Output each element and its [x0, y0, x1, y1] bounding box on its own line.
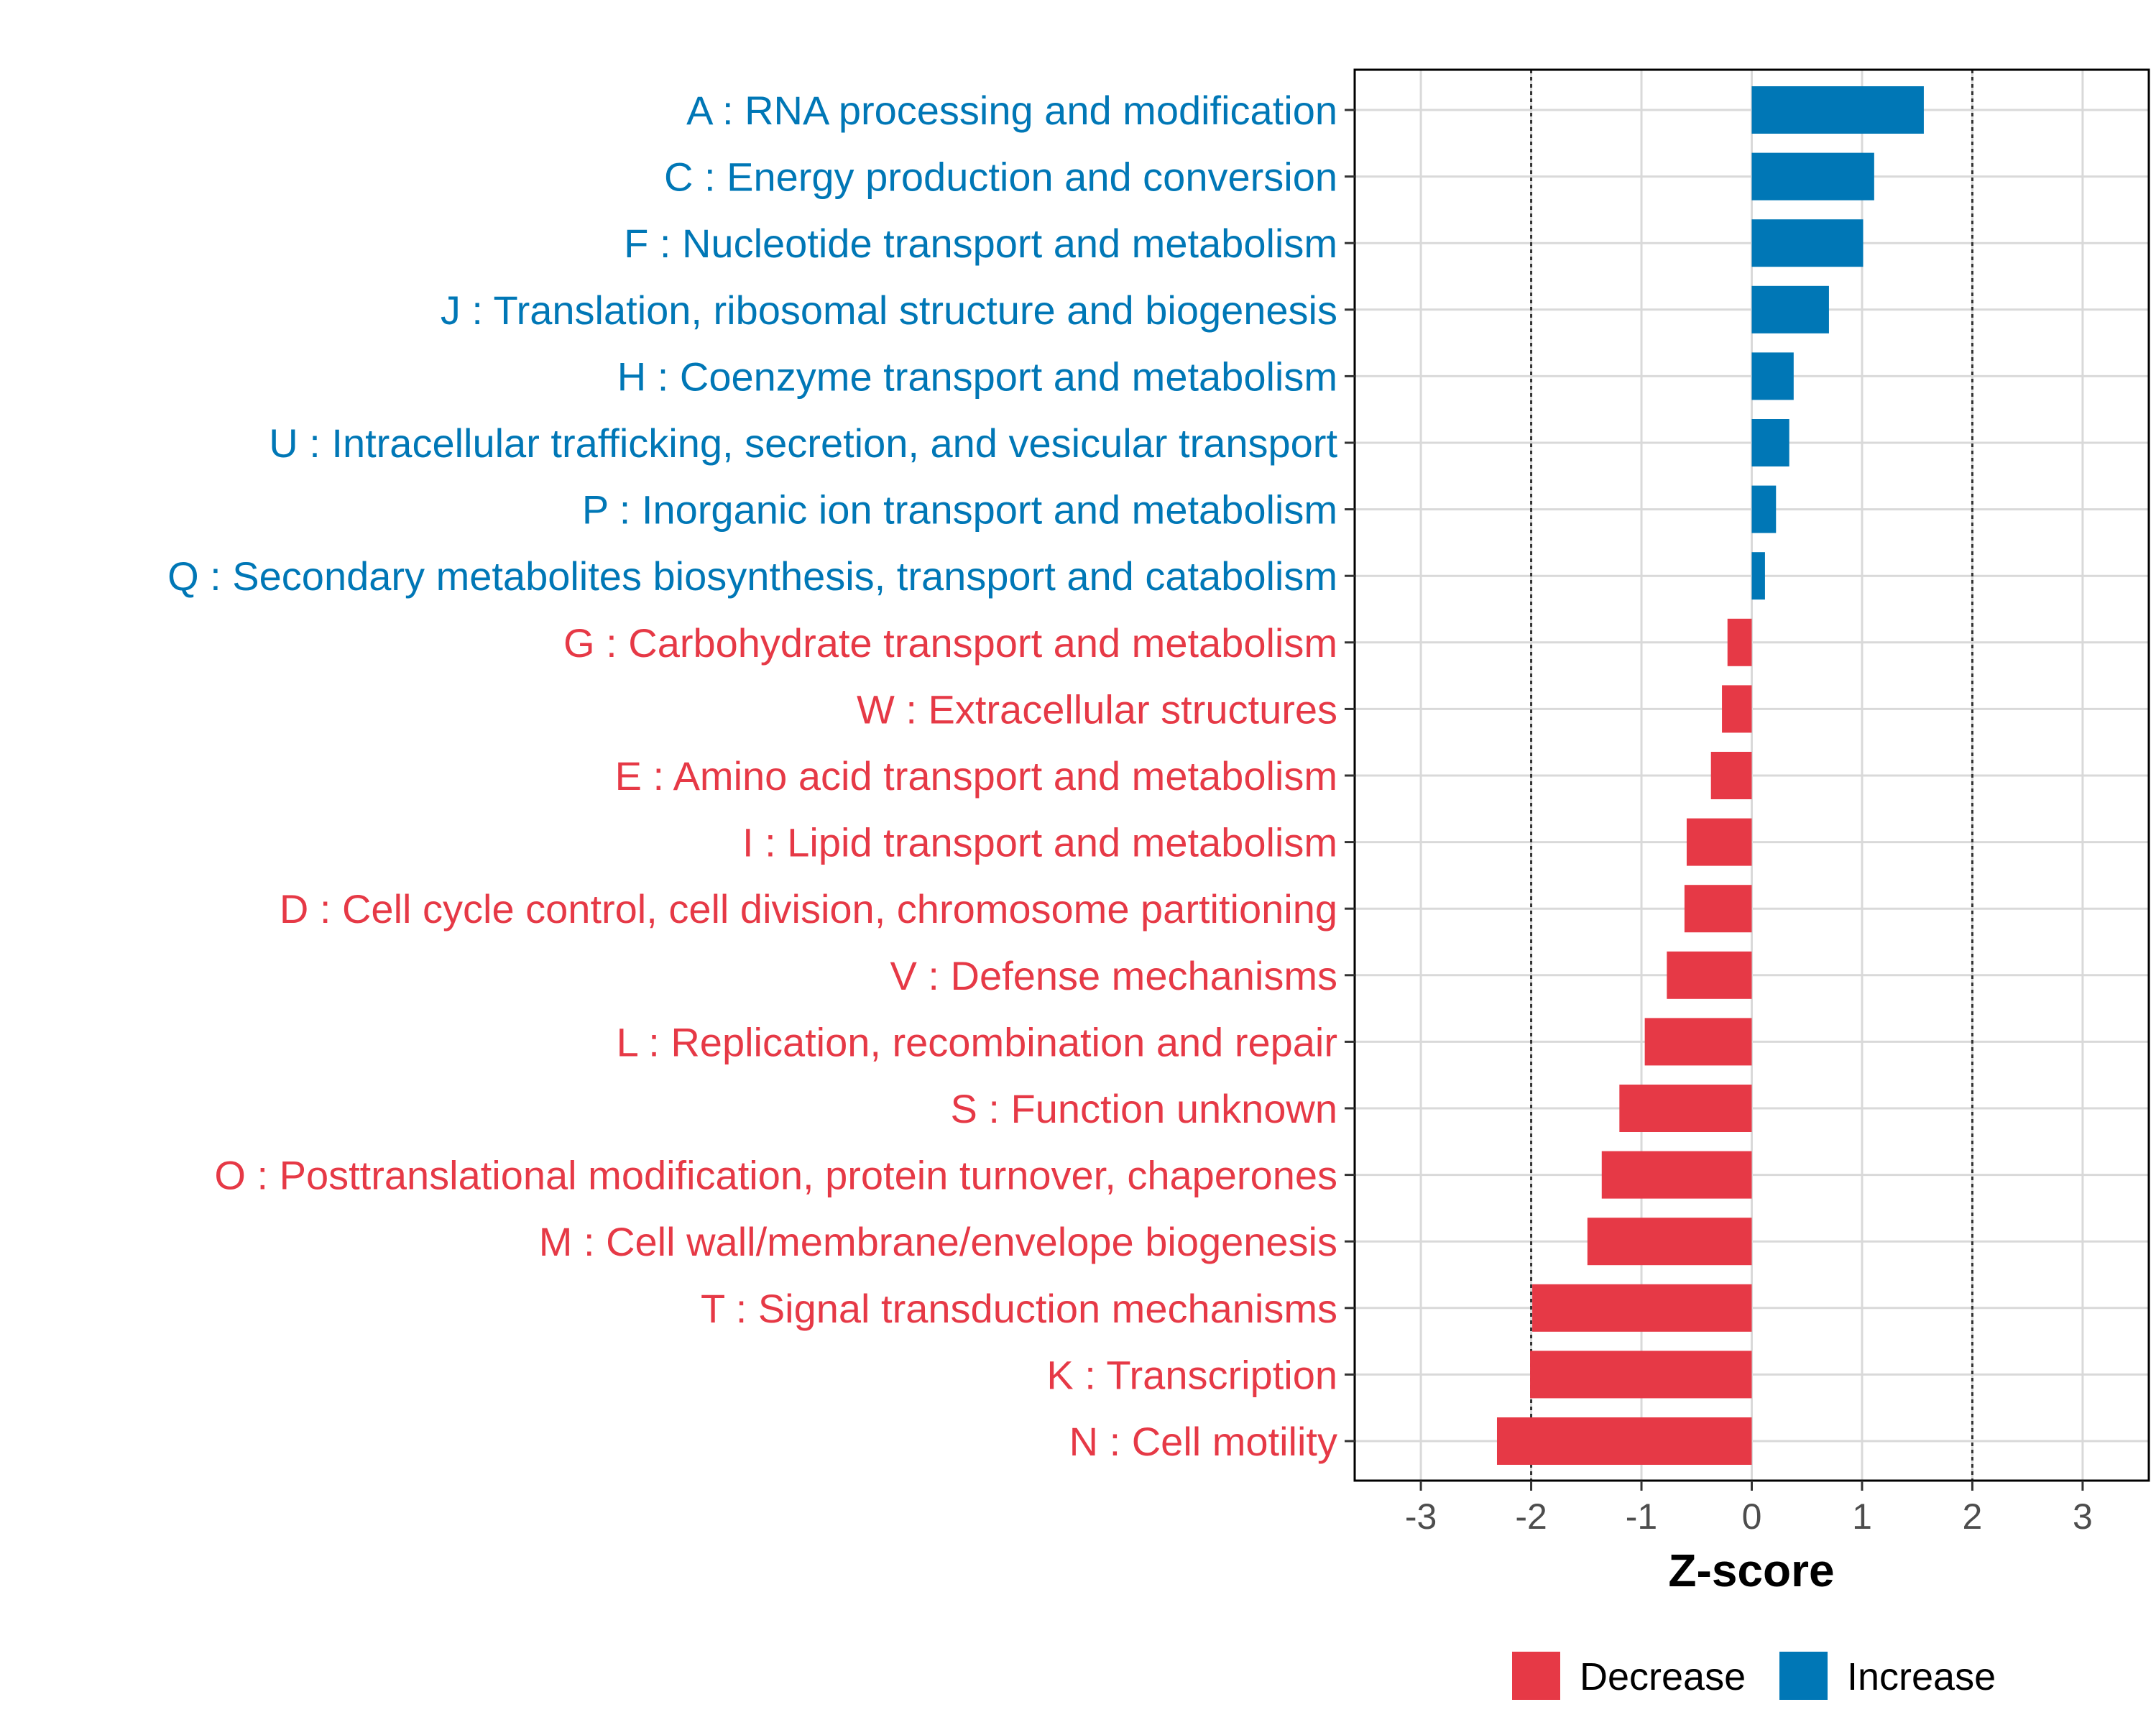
category-label: V : Defense mechanisms — [890, 953, 1337, 998]
bar — [1751, 219, 1864, 267]
x-tick-label: 2 — [1963, 1496, 1983, 1537]
category-label: M : Cell wall/membrane/envelope biogenes… — [539, 1219, 1337, 1264]
bar — [1619, 1085, 1752, 1132]
category-label: A : RNA processing and modification — [686, 88, 1337, 133]
legend: Decrease Increase — [1512, 1652, 1996, 1700]
category-label: S : Function unknown — [950, 1086, 1337, 1131]
legend-swatch-increase — [1779, 1652, 1828, 1700]
x-tick-label: -3 — [1405, 1496, 1437, 1537]
category-label: F : Nucleotide transport and metabolism — [624, 221, 1337, 266]
category-label: H : Coenzyme transport and metabolism — [617, 354, 1337, 399]
category-label: C : Energy production and conversion — [664, 155, 1337, 200]
category-label: U : Intracellular trafficking, secretion… — [269, 420, 1337, 466]
x-tick-label: 0 — [1742, 1496, 1762, 1537]
y-axis-ticks — [1345, 109, 1355, 1443]
category-label: W : Extracellular structures — [857, 686, 1337, 732]
bar — [1751, 86, 1924, 134]
category-label: Q : Secondary metabolites biosynthesis, … — [167, 553, 1337, 599]
category-label: K : Transcription — [1046, 1352, 1337, 1397]
reference-lines — [1530, 70, 1973, 1481]
category-label: G : Carbohydrate transport and metabolis… — [563, 620, 1337, 666]
bar — [1496, 1417, 1752, 1465]
bar — [1601, 1151, 1752, 1199]
x-tick-label: -1 — [1626, 1496, 1657, 1537]
bar — [1684, 885, 1752, 933]
bar — [1727, 618, 1752, 666]
category-label: L : Replication, recombination and repai… — [617, 1019, 1337, 1064]
bar — [1532, 1284, 1752, 1332]
bar — [1587, 1218, 1752, 1266]
bar — [1751, 485, 1777, 533]
bar — [1751, 152, 1874, 201]
bar — [1751, 352, 1794, 400]
y-axis-labels: A : RNA processing and modification C : E… — [167, 88, 1337, 1464]
bar — [1710, 752, 1752, 799]
legend-swatch-decrease — [1512, 1652, 1560, 1700]
category-label: D : Cell cycle control, cell division, c… — [280, 886, 1337, 932]
category-label: N : Cell motility — [1069, 1419, 1337, 1464]
x-axis-title: Z-score — [1668, 1545, 1834, 1596]
category-label: O : Posttranslational modification, prot… — [214, 1153, 1337, 1198]
legend-label-decrease: Decrease — [1580, 1655, 1746, 1698]
x-tick-label: 3 — [2073, 1496, 2093, 1537]
category-label: T : Signal transduction mechanisms — [701, 1286, 1337, 1331]
bar — [1686, 818, 1752, 866]
bar — [1751, 419, 1789, 466]
bar — [1530, 1351, 1752, 1399]
bar — [1667, 951, 1752, 999]
category-label: I : Lipid transport and metabolism — [742, 820, 1337, 865]
bar — [1644, 1018, 1752, 1066]
x-tick-label: -2 — [1515, 1496, 1547, 1537]
bars — [1496, 86, 1924, 1465]
category-label: P : Inorganic ion transport and metaboli… — [582, 487, 1337, 533]
bar — [1751, 285, 1829, 334]
category-label: E : Amino acid transport and metabolism — [615, 753, 1337, 799]
category-label: J : Translation, ribosomal structure and… — [441, 288, 1337, 333]
legend-label-increase: Increase — [1847, 1655, 1996, 1698]
bar — [1722, 685, 1752, 733]
bar — [1751, 552, 1765, 600]
x-tick-label: 1 — [1852, 1496, 1872, 1537]
x-axis-ticks: -3 -2 -1 0 1 2 3 — [1405, 1481, 2093, 1537]
